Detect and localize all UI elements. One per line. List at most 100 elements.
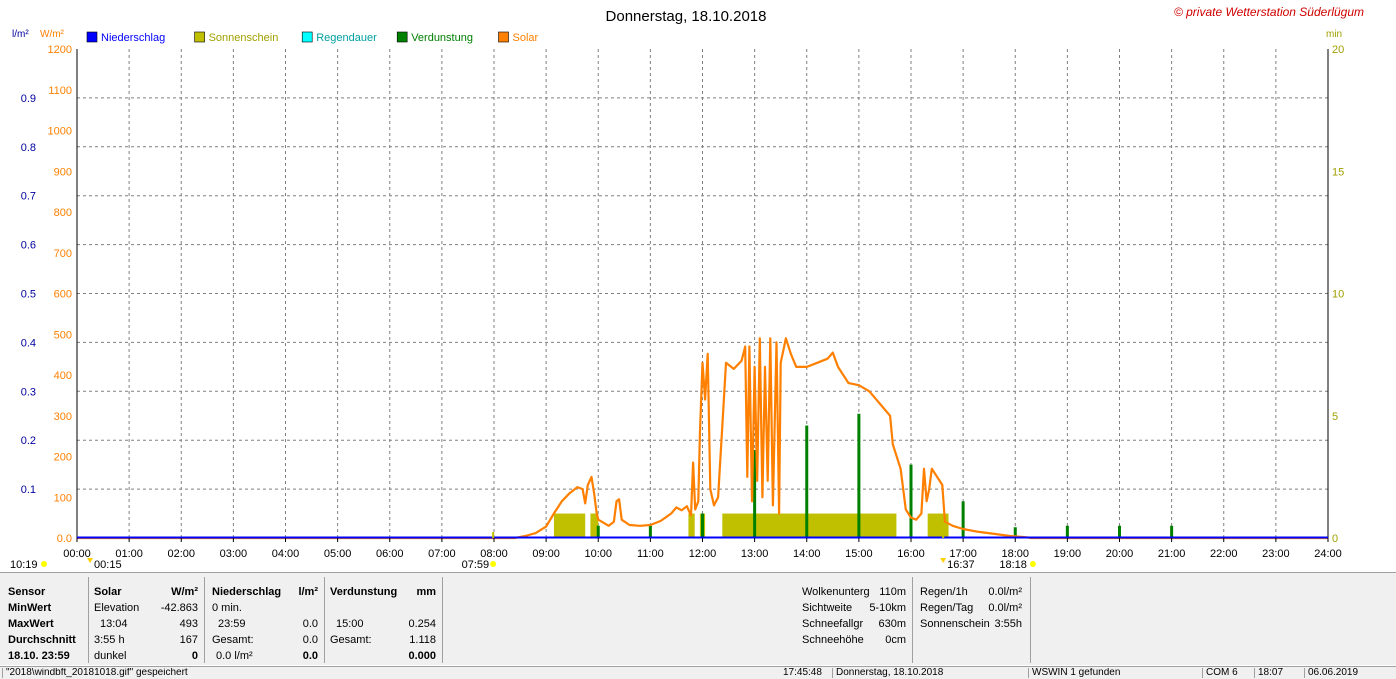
legend-label: Regendauer [316,32,377,44]
y-tick-label-solar: 900 [54,166,72,178]
y-tick-label-solar: 1200 [48,44,72,56]
stats-evap-max-time: 15:00 [336,618,364,630]
evaporation-bar [805,425,809,538]
stats-sensor-label: Sensor [8,586,46,598]
y-tick-label-minutes: 10 [1332,289,1344,301]
moon-tick-icon [87,558,94,563]
y-tick-label-solar: 500 [54,329,72,341]
y-tick-label-solar: 400 [54,370,72,382]
moonrise-time: 10:19 [10,559,38,571]
stats-precip-total-value: 0.0 [302,634,318,646]
stats-precip-current-value: 0.0 [302,650,318,662]
x-tick-label: 15:00 [845,548,873,560]
status-today: 06.06.2019 [1304,668,1394,678]
y-tick-label-minutes: 15 [1332,166,1344,178]
status-time: 17:45:48 [783,668,822,678]
stats-precip-max-value: 0.0 [302,618,318,630]
x-tick-label: 14:00 [793,548,821,560]
status-com-port: COM 6 [1202,668,1252,678]
y-tick-label-minutes: 0 [1332,533,1338,545]
solar-series [77,337,1328,540]
stats-solar-min-label: Elevation [94,602,140,614]
stats-precip-max-time: 23:59 [218,618,246,630]
sunshine-series [553,513,949,538]
status-date: Donnerstag, 18.10.2018 [832,668,1026,678]
y-tick-label-solar: 1000 [48,126,72,138]
y-tick-label-precip: 0.2 [21,435,36,447]
moonset-time: 18:18 [999,559,1027,571]
stats-precip-head: Niederschlag [212,586,282,598]
legend-swatch [396,31,408,43]
x-tick-label: 20:00 [1106,548,1134,560]
status-clock: 18:07 [1254,668,1302,678]
x-tick-label: 16:00 [897,548,925,560]
y-tick-label-solar: 1100 [48,85,72,97]
chart-title: Donnerstag, 18.10.2018 [606,8,767,25]
x-tick-label: 03:00 [220,548,248,560]
status-station-found: WSWIN 1 gefunden [1028,668,1200,678]
evaporation-series [596,413,1174,538]
x-tick-label: 06:00 [376,548,404,560]
y-tick-label-solar: 100 [54,492,72,504]
snowline-value: 630m [878,618,906,630]
moon-tick-time: 00:15 [94,559,122,571]
x-tick-label: 00:00 [63,548,91,560]
x-tick-label: 13:00 [741,548,769,560]
y-tick-label-precip: 0.8 [21,142,36,154]
x-tick-label: 24:00 [1314,548,1342,560]
status-bar: "2018\windbft_20181018.gif" gespeichert … [0,666,1396,679]
evaporation-bar [1170,525,1174,538]
sunshine-total-label: Sonnenschein [920,618,990,630]
x-tick-label: 02:00 [167,548,195,560]
y-tick-label-precip: 0.3 [21,386,36,398]
stats-solar-unit: W/m² [171,586,198,598]
stats-precip-total-label: Gesamt: [212,634,254,646]
x-tick-label: 08:00 [480,548,508,560]
x-tick-label: 22:00 [1210,548,1238,560]
stats-sensor-column: Sensor MinWert MaxWert Durchschnitt 18.1… [4,577,89,663]
x-tick-label: 18:00 [1001,548,1029,560]
y-tick-label-minutes: 5 [1332,411,1338,423]
visibility-value: 5-10km [869,602,906,614]
x-tick-label: 10:00 [584,548,612,560]
stats-evap-column: Verdunstung mm 15:00 0.254 Gesamt: 1.118… [324,577,443,663]
stats-evap-max-value: 0.254 [408,618,436,630]
x-tick-label: 12:00 [689,548,717,560]
sunrise-icon [490,561,497,567]
stats-evap-total-value: 1.118 [409,634,436,646]
y-tick-label-solar: 800 [54,207,72,219]
evaporation-bar [701,513,704,538]
evaporation-bar [961,501,965,538]
x-tick-label: 09:00 [532,548,560,560]
stats-cloud-column: Wolkenunterg 110m Sichtweite 5-10km Schn… [794,577,913,663]
stats-solar-column: Solar W/m² Elevation -42.863 13:04 493 3… [88,577,205,663]
weather-chart: Donnerstag, 18.10.2018 © private Wetters… [10,5,1364,571]
evaporation-bar [1118,525,1121,538]
legend-swatch [194,31,205,43]
stats-solar-avg-time: 3:55 h [94,634,125,646]
stats-evap-current-value: 0.000 [408,650,436,662]
legend-swatch [301,31,313,43]
evaporation-bar [648,525,652,538]
stats-precip-current-label: 0.0 l/m² [216,650,253,662]
stats-precip-unit: l/m² [298,586,318,598]
y-tick-label-solar: 600 [54,289,72,301]
axis-unit-minutes: min [1326,29,1342,40]
snow-depth-label: Schneehöhe [802,634,864,646]
y-tick-label-precip: 0.7 [21,191,36,203]
x-tick-label: 21:00 [1158,548,1186,560]
y-tick-label-precip: 0.9 [21,93,36,105]
axis-unit-solar: W/m² [40,29,65,40]
sunshine-bar [553,513,586,538]
stats-evap-unit: mm [416,586,436,598]
y-tick-label-precip: 0.5 [21,289,36,301]
stats-min-label: MinWert [8,602,52,614]
y-tick-label-solar: 300 [54,411,72,423]
y-tick-label-precip: 0.4 [21,337,36,349]
axis-unit-precip: l/m² [12,29,29,40]
sunset-time: 16:37 [947,559,975,571]
stats-solar-min-value: -42.863 [160,602,198,614]
x-tick-label: 23:00 [1262,548,1290,560]
stats-avg-label: Durchschnitt [8,634,76,646]
stats-solar-current-label: dunkel [94,650,127,662]
